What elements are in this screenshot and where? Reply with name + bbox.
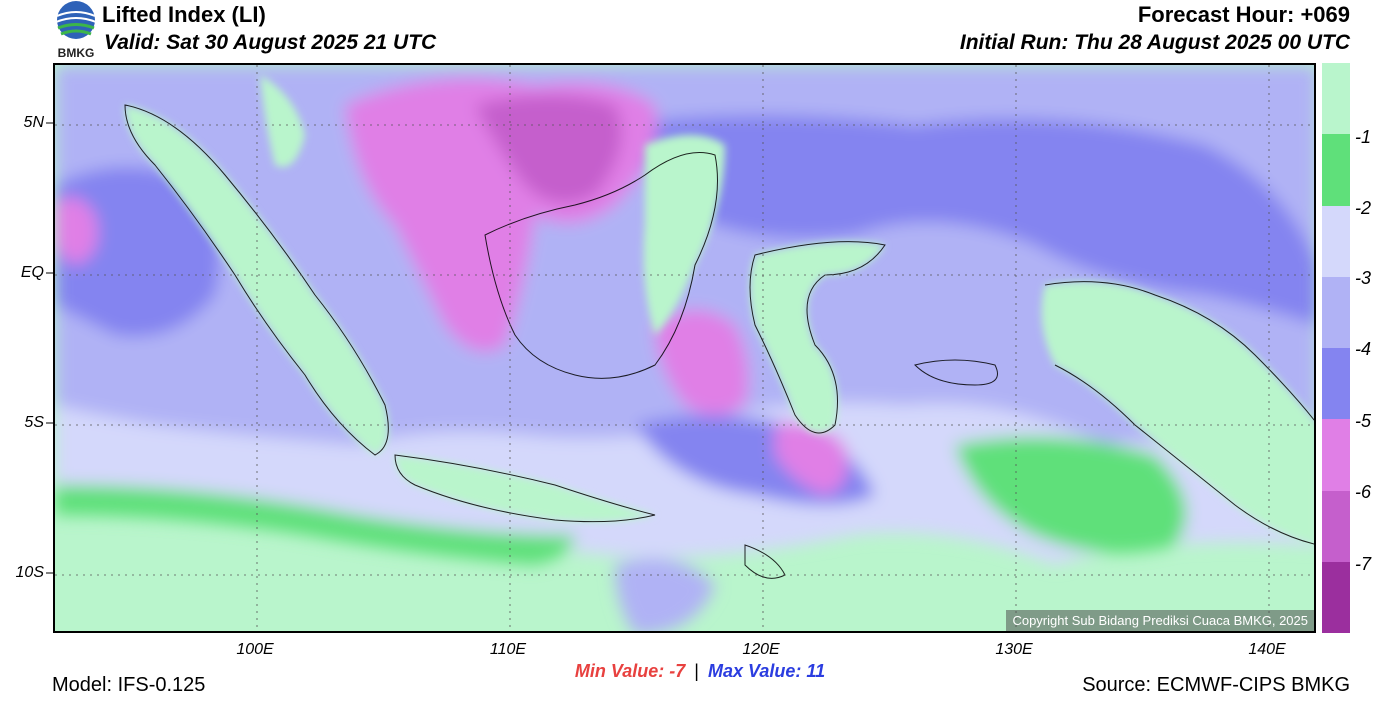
lat-label-eq: EQ — [20, 264, 44, 281]
model-name: Model: IFS-0.125 — [52, 674, 206, 696]
colorbar-label: -4 — [1355, 339, 1372, 359]
valid-time: Valid: Sat 30 August 2025 21 UTC — [104, 31, 437, 54]
colorbar-label: -2 — [1355, 198, 1372, 218]
colorbar-swatch — [1322, 134, 1350, 206]
lon-label-140e: 140E — [1248, 641, 1286, 658]
data-source: Source: ECMWF-CIPS BMKG — [1082, 674, 1350, 696]
lat-ticks — [46, 122, 54, 574]
max-value: 11 — [806, 661, 826, 681]
lon-label-130e: 130E — [995, 641, 1033, 658]
colorbar-label: -6 — [1355, 482, 1372, 502]
logo-text: BMKG — [58, 46, 95, 60]
lon-label-100e: 100E — [236, 641, 274, 658]
value-stats: Min Value: -7 | Max Value: 11 — [0, 661, 1400, 682]
max-label: Max Value: — [708, 661, 802, 681]
min-label: Min Value: — [574, 661, 665, 681]
colorbar-label: -7 — [1355, 554, 1372, 574]
forecast-hour: Forecast Hour: +069 — [1137, 2, 1350, 27]
lon-label-120e: 120E — [742, 641, 780, 658]
colorbar-label: -1 — [1355, 127, 1372, 147]
colorbar-swatch — [1322, 562, 1350, 633]
li-field — [55, 65, 1314, 631]
bmkg-logo: BMKG — [55, 1, 97, 60]
li-map — [53, 63, 1316, 633]
colorbar-swatch — [1322, 348, 1350, 419]
colorbar-swatch — [1322, 277, 1350, 348]
colorbar-swatch — [1322, 206, 1350, 277]
copyright-text: Copyright Sub Bidang Prediksi Cuaca BMKG… — [1006, 610, 1314, 631]
lat-label-5n: 5N — [23, 114, 44, 131]
colorbar — [1322, 63, 1350, 633]
colorbar-swatch — [1322, 419, 1350, 491]
lat-label-5s: 5S — [24, 414, 44, 431]
colorbar-label: -5 — [1355, 411, 1372, 431]
lat-label-10s: 10S — [15, 564, 44, 581]
lon-label-110e: 110E — [489, 641, 527, 658]
map-title: Lifted Index (LI) — [102, 2, 266, 27]
colorbar-swatch — [1322, 491, 1350, 562]
min-value: -7 — [669, 661, 686, 681]
initial-run: Initial Run: Thu 28 August 2025 00 UTC — [959, 31, 1350, 54]
stats-separator: | — [694, 661, 699, 681]
colorbar-label: -3 — [1355, 268, 1372, 288]
colorbar-swatch — [1322, 63, 1350, 134]
